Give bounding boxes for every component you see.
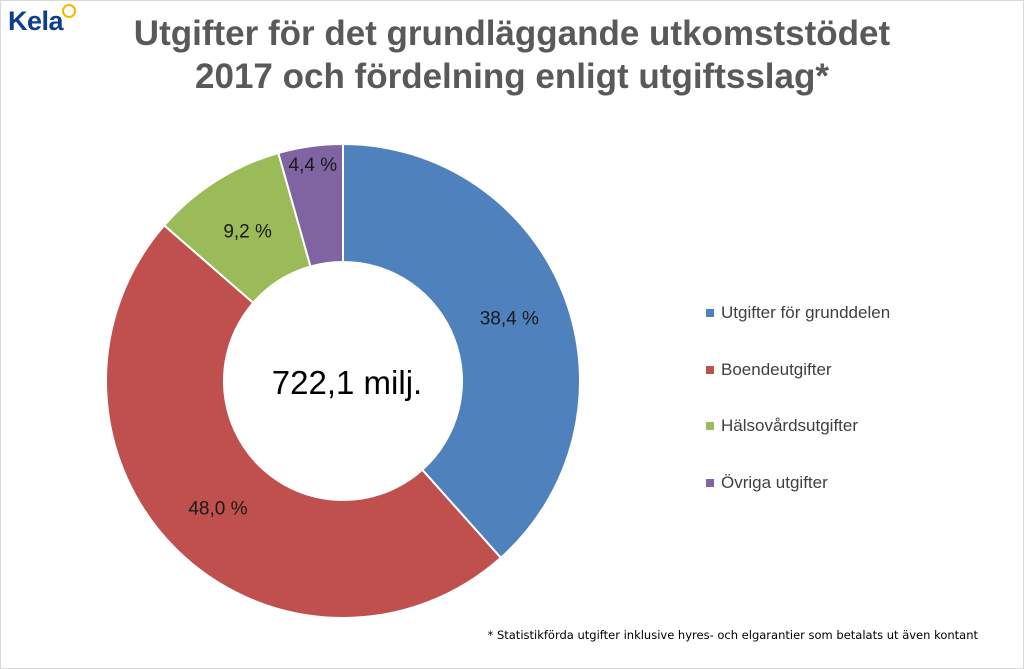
donut-center-label: 722,1 milj. — [272, 364, 422, 401]
donut-slice-4 — [277, 142, 344, 268]
legend-item-2: Boendeutgifter — [706, 342, 890, 399]
donut-slice-2 — [105, 223, 503, 619]
kela-logo-mark-icon — [62, 4, 76, 18]
legend-swatch-4 — [706, 478, 714, 487]
footnote: * Statistikförda utgifter inklusive hyre… — [487, 628, 978, 642]
legend-label-3: Hälsovårdsutgifter — [721, 416, 859, 436]
chart-title-line-1: Utgifter för det grundläggande utkomstst… — [133, 14, 891, 53]
donut-data-label-3: 9,2 % — [223, 222, 272, 243]
legend-item-4: Övriga utgifter — [706, 455, 890, 512]
chart-title: Utgifter för det grundläggande utkomstst… — [80, 12, 944, 98]
legend-swatch-2 — [706, 365, 714, 374]
legend-label-1: Utgifter för grunddelen — [721, 303, 891, 323]
legend-label-4: Övriga utgifter — [721, 472, 828, 492]
legend-label-2: Boendeutgifter — [721, 359, 832, 379]
donut-slice-1 — [342, 142, 581, 560]
donut-data-label-2: 48,0 % — [188, 499, 247, 520]
legend-swatch-1 — [706, 309, 714, 318]
donut-data-label-1: 38,4 % — [480, 309, 539, 330]
chart-title-line-2: 2017 och fördelning enligt utgiftsslag* — [195, 57, 829, 96]
legend-item-3: Hälsovårdsutgifter — [706, 398, 890, 455]
chart-legend: Utgifter för grunddelen Boendeutgifter Häl… — [706, 285, 890, 511]
legend-item-1: Utgifter för grunddelen — [706, 285, 890, 342]
donut-data-label-4: 4,4 % — [289, 155, 338, 176]
legend-swatch-3 — [706, 422, 714, 431]
kela-logo-text: Kela — [8, 6, 64, 36]
